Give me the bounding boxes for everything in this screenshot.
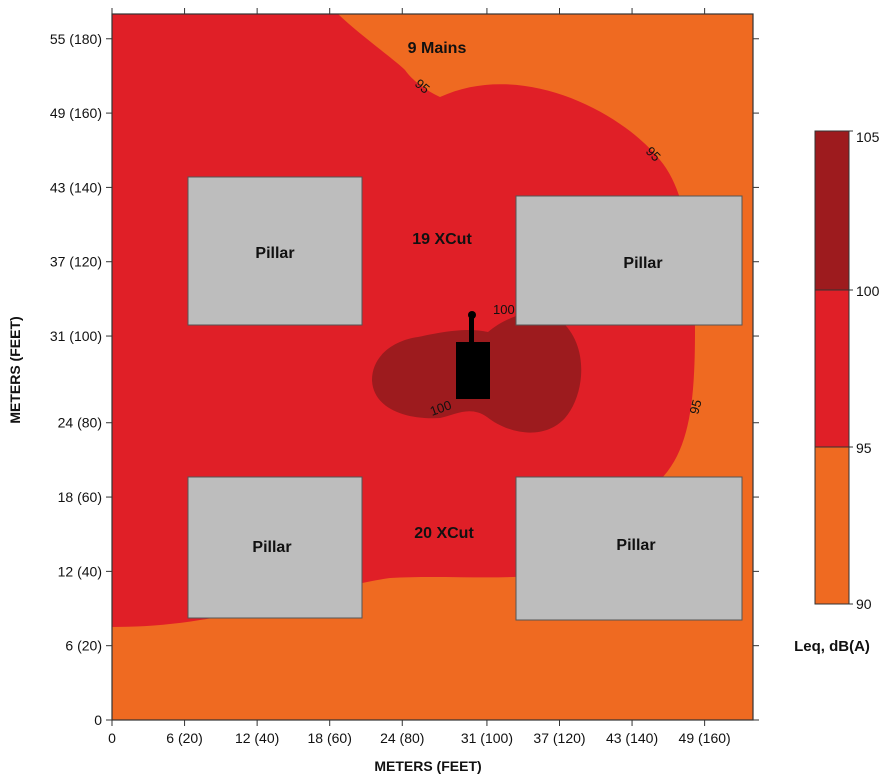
y-tick-label: 0 xyxy=(94,712,102,728)
legend-band-100-105 xyxy=(815,131,849,290)
y-axis: 0 6 (20) 12 (40) 18 (60) 24 (80) 31 (100) 37 (… xyxy=(50,31,759,728)
x-tick-label: 0 xyxy=(108,730,116,746)
x-tick-label: 43 (140) xyxy=(606,730,658,746)
y-tick-label: 18 (60) xyxy=(58,489,102,505)
legend-colorbar xyxy=(814,130,853,605)
x-tick-label: 31 (100) xyxy=(461,730,513,746)
y-tick-label: 24 (80) xyxy=(58,415,102,431)
y-tick-label: 37 (120) xyxy=(50,254,102,270)
contour-label-95: 95 xyxy=(686,398,704,416)
pillar xyxy=(515,195,743,326)
pillar-label: Pillar xyxy=(623,255,662,272)
x-tick-label: 18 (60) xyxy=(308,730,352,746)
plot-frame xyxy=(111,13,754,721)
contour-label-100: 100 xyxy=(493,302,515,317)
pillar xyxy=(187,176,363,326)
x-tick-label: 24 (80) xyxy=(380,730,424,746)
legend-label-100: 100 xyxy=(856,283,880,299)
x-tick-label: 12 (40) xyxy=(235,730,279,746)
y-tick-label: 43 (140) xyxy=(50,179,102,195)
legend-label-90: 90 xyxy=(856,596,872,612)
zone-label-9-mains: 9 Mains xyxy=(408,40,467,57)
band-95-100-region xyxy=(112,14,695,627)
x-axis: 0 6 (20) 12 (40) 18 (60) 24 (80) 31 (100) 37 (… xyxy=(108,8,731,746)
y-tick-label: 49 (160) xyxy=(50,105,102,121)
pillar xyxy=(515,476,743,621)
plot-area xyxy=(112,14,753,720)
pillar-label: Pillar xyxy=(616,537,655,554)
legend-label-105: 105 xyxy=(856,129,880,145)
x-tick-label: 6 (20) xyxy=(166,730,203,746)
y-tick-label: 6 (20) xyxy=(65,638,102,654)
y-axis-title: METERS (FEET) xyxy=(7,316,23,423)
zone-label-19-xcut: 19 XCut xyxy=(412,231,472,248)
legend-band-95-100 xyxy=(815,290,849,447)
y-tick-label: 55 (180) xyxy=(50,31,102,47)
x-tick-label: 49 (160) xyxy=(679,730,731,746)
pillar-label: Pillar xyxy=(252,539,291,556)
y-tick-label: 12 (40) xyxy=(58,563,102,579)
machine-icon xyxy=(456,311,490,399)
legend-band-90-95 xyxy=(815,447,849,604)
x-tick-label: 37 (120) xyxy=(533,730,585,746)
legend-title: Leq, dB(A) xyxy=(794,638,870,655)
legend-label-95: 95 xyxy=(856,440,872,456)
contour-label-100: 100 xyxy=(428,397,454,419)
y-tick-label: 31 (100) xyxy=(50,328,102,344)
pillar xyxy=(187,476,363,619)
pillar-label: Pillar xyxy=(255,245,294,262)
zone-label-20-xcut: 20 XCut xyxy=(414,525,474,542)
x-axis-title: METERS (FEET) xyxy=(374,758,481,774)
